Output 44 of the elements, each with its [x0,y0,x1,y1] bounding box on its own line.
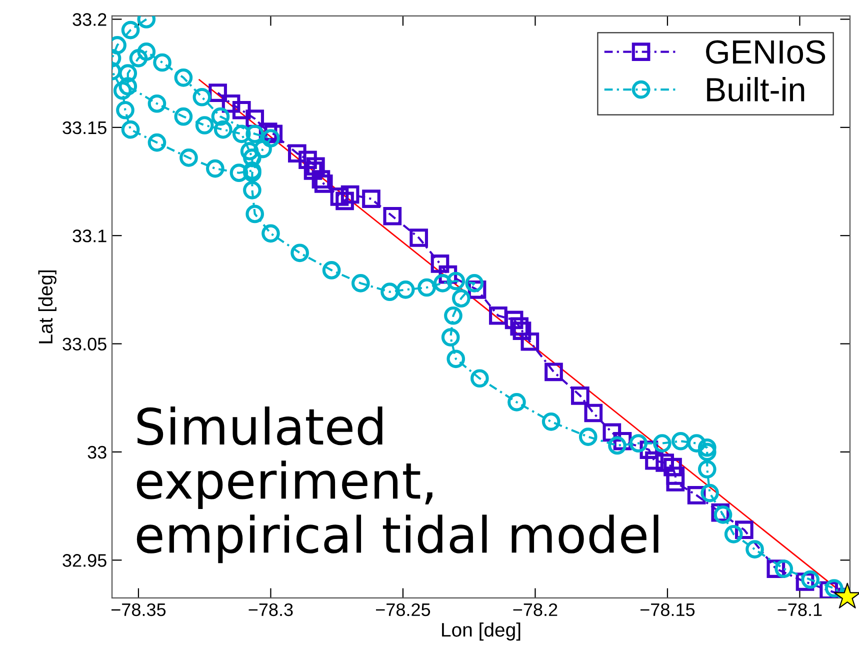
point [834,582,859,608]
point [512,322,532,340]
point [306,157,325,176]
y-tick-label: 33.05 [62,338,106,350]
point [304,162,322,180]
legend-label: GENIoS [706,40,826,64]
point [520,332,540,351]
x-tick-label: −78.1 [778,603,822,616]
point [312,170,330,189]
y-tick-label: 32.95 [62,554,106,567]
point [656,454,674,472]
point [383,206,402,226]
legend-label: Built-in [707,77,804,102]
point [544,362,563,382]
point [298,150,317,170]
point [645,451,664,470]
point [410,228,428,247]
point [664,458,682,476]
annotation: Simulated experiment, empirical tidal model [136,406,658,564]
x-tick-label: −78.15 [640,603,695,616]
point [430,254,450,273]
point [232,100,251,120]
point [336,192,354,210]
x-tick-label: −78.2 [513,603,558,616]
y-tick-label: 33.2 [72,13,106,26]
y-axis-title: Lat [deg] [38,270,56,344]
point [571,386,590,405]
point [666,466,685,485]
point [504,310,524,330]
y-tick-label: 33.1 [72,230,106,242]
x-tick-label: −78.3 [248,603,293,616]
point [314,174,333,193]
x-axis-title: Lon [deg] [442,622,520,641]
point [584,404,603,422]
point [489,306,508,325]
y-tick-label: 33 [88,446,106,459]
point [510,317,529,336]
point [330,187,349,206]
x-tick-label: −78.35 [111,603,166,616]
x-tick-label: −78.25 [376,603,430,616]
point [288,144,306,163]
point [362,190,380,208]
point [340,185,360,204]
y-tick-label: 33.15 [62,121,106,134]
